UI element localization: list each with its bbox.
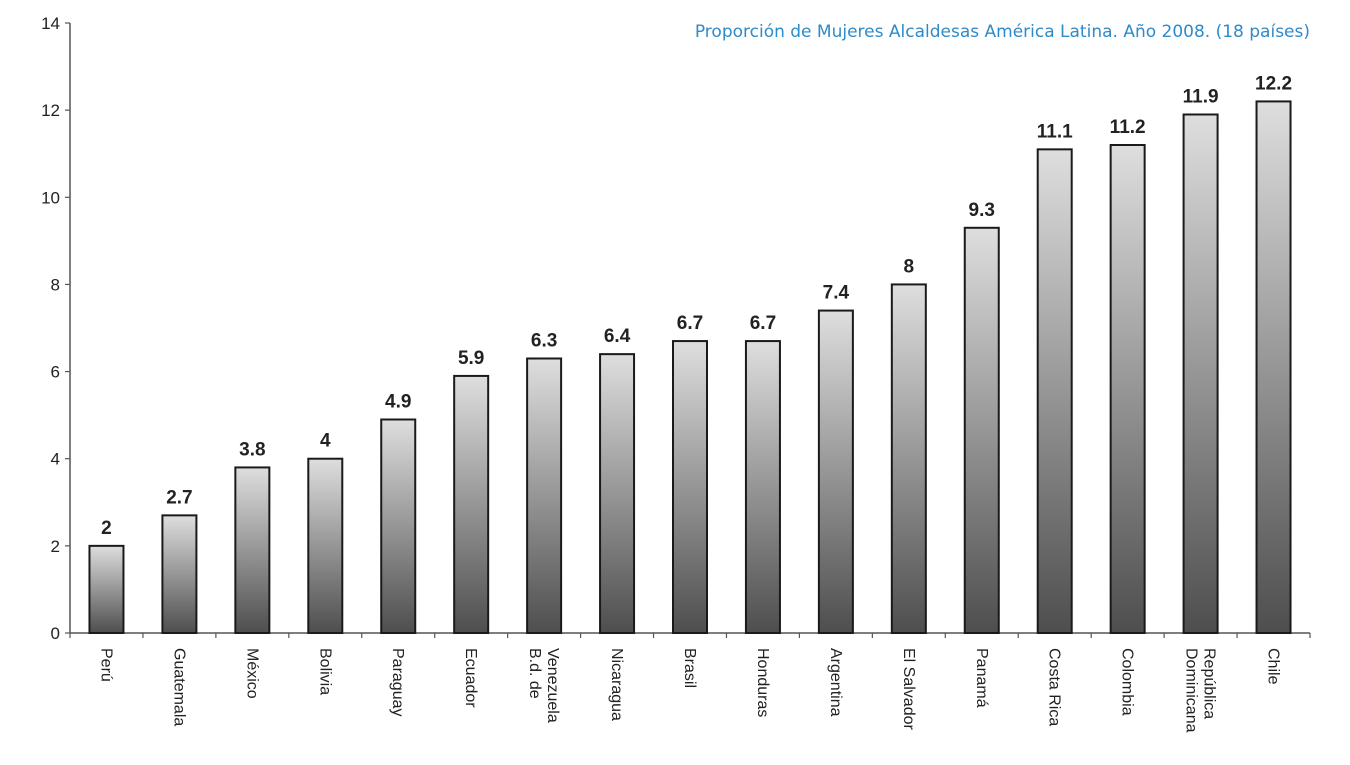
data-label: 11.9: [1183, 87, 1219, 108]
bar: [599, 353, 636, 634]
data-label: 7.4: [823, 283, 850, 304]
data-label: 12.2: [1255, 73, 1292, 94]
bar: [963, 226, 1000, 635]
data-label: 11.2: [1110, 117, 1146, 138]
category-label-line: Nicaragua: [608, 648, 625, 721]
y-tick-label: 8: [51, 275, 60, 294]
data-label: 2: [101, 518, 112, 539]
category-label-line: B.d. de: [526, 648, 543, 699]
bar: [744, 340, 781, 634]
data-label: 5.9: [458, 348, 484, 369]
bar: [88, 544, 125, 634]
category-label: Ecuador: [462, 648, 479, 708]
bar: [1109, 144, 1146, 634]
category-label-line: República: [1201, 648, 1218, 719]
category-label: Chile: [1265, 648, 1282, 685]
category-label-line: Panamá: [973, 648, 990, 708]
category-label: Perú: [97, 648, 114, 682]
data-label: 6.7: [677, 313, 703, 334]
bar: [161, 514, 198, 634]
category-label-line: Costa Rica: [1046, 648, 1063, 726]
axes: 0 2 4 6 8 10 12 14: [41, 14, 1311, 643]
category-label: Brasil: [681, 648, 698, 688]
y-tick-label: 6: [51, 363, 60, 382]
y-tick-label: 12: [41, 101, 60, 120]
category-label: Nicaragua: [608, 648, 625, 721]
bar: [234, 466, 271, 634]
category-label-line: Paraguay: [389, 648, 406, 717]
category-label-line: Honduras: [754, 648, 771, 717]
data-label: 2.7: [166, 487, 192, 508]
bar: [307, 457, 344, 635]
category-label: Paraguay: [389, 648, 406, 717]
category-label: El Salvador: [900, 648, 917, 730]
y-tick-label: 10: [41, 188, 60, 207]
bar: [672, 340, 708, 634]
y-tick-label: 14: [41, 14, 60, 33]
data-label: 6.4: [604, 326, 631, 347]
category-label-line: Venezuela: [544, 648, 561, 723]
data-label: 9.3: [969, 200, 995, 221]
category-label: Bolivia: [316, 648, 333, 695]
data-label: 6.3: [531, 331, 557, 352]
category-label-line: Chile: [1265, 648, 1282, 685]
category-label: Honduras: [754, 648, 771, 717]
chart-title: Proporción de Mujeres Alcaldesas América…: [694, 22, 1310, 42]
category-label-line: Brasil: [681, 648, 698, 688]
bar: [1036, 148, 1073, 634]
category-label-line: Bolivia: [316, 648, 333, 695]
data-label: 8: [904, 256, 915, 277]
category-label: Argentina: [827, 648, 844, 717]
data-label: 4.9: [385, 392, 411, 413]
bar: [526, 357, 563, 634]
bar: [1182, 113, 1219, 634]
bar: [817, 309, 854, 634]
data-labels: 2 2.7 3.8 4 4.9 5.9 6.3 6.4 6.7 6.7 7.4 8 9.3 11.1 11.…: [101, 73, 1292, 538]
data-label: 11.1: [1037, 121, 1073, 142]
category-label-line: Perú: [97, 648, 114, 682]
category-label-line: Argentina: [827, 648, 844, 717]
data-label: 4: [320, 431, 331, 452]
category-label: Costa Rica: [1046, 648, 1063, 726]
category-label-line: Colombia: [1119, 648, 1136, 716]
data-label: 3.8: [239, 439, 265, 460]
bars: [88, 100, 1292, 635]
category-label: Colombia: [1119, 648, 1136, 716]
category-label-line: Guatemala: [170, 648, 187, 726]
bar: [380, 418, 417, 634]
category-labels: Perú Guatemala México Bolivia Paraguay Ecuado…: [97, 648, 1281, 733]
bar: [453, 374, 490, 634]
y-tick-label: 2: [51, 537, 60, 556]
y-tick-label: 4: [51, 450, 60, 469]
category-label: Panamá: [973, 648, 990, 708]
bar: [890, 283, 927, 634]
category-label: México: [243, 648, 260, 699]
category-label-line: Dominicana: [1183, 648, 1200, 733]
y-tick-label: 0: [51, 624, 60, 643]
category-label: Guatemala: [170, 648, 187, 726]
category-label-line: Ecuador: [462, 648, 479, 708]
category-label-line: El Salvador: [900, 648, 917, 730]
bar: [1255, 100, 1292, 634]
data-label: 6.7: [750, 313, 776, 334]
category-label-line: México: [243, 648, 260, 699]
